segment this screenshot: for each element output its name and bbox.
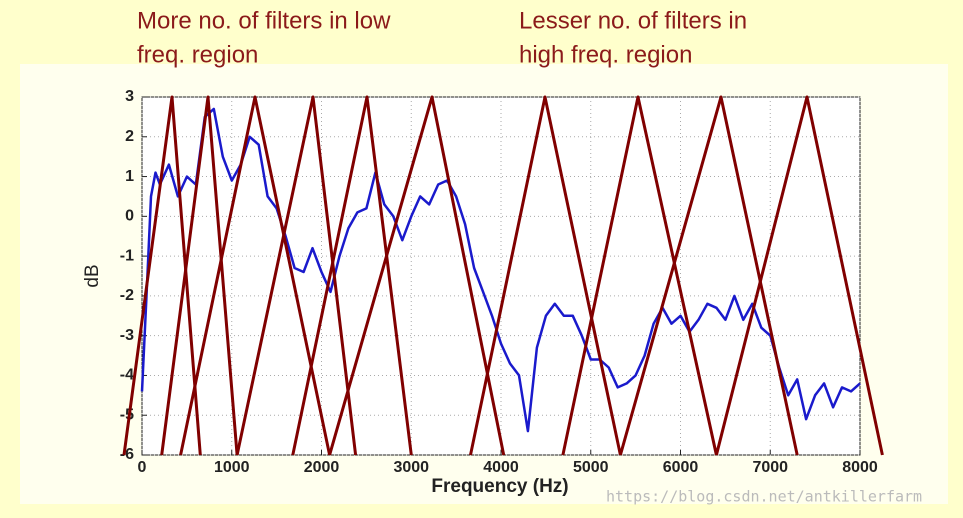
y-tick-label: 1 bbox=[125, 168, 134, 185]
x-tick-label: 5000 bbox=[573, 459, 609, 476]
y-tick-label: -1 bbox=[120, 247, 134, 264]
filter-line bbox=[714, 95, 884, 456]
filter-line bbox=[469, 95, 622, 456]
watermark: https://blog.csdn.net/antkillerfarm bbox=[606, 488, 922, 506]
filter-line bbox=[291, 95, 413, 456]
y-tick-label: -2 bbox=[120, 287, 134, 304]
x-tick-label: 0 bbox=[138, 459, 147, 476]
y-tick-label: -3 bbox=[120, 327, 134, 344]
filter-line bbox=[122, 95, 202, 456]
annotation: high freq. region bbox=[519, 41, 692, 68]
y-tick-label: -5 bbox=[120, 406, 134, 423]
filter-line bbox=[561, 95, 718, 456]
filter-line bbox=[160, 95, 239, 456]
y-tick-label: -6 bbox=[120, 446, 134, 463]
filter-line bbox=[179, 95, 332, 456]
x-tick-label: 4000 bbox=[483, 459, 519, 476]
y-tick-label: 2 bbox=[125, 128, 134, 145]
x-tick-label: 3000 bbox=[393, 459, 429, 476]
y-tick-label: 3 bbox=[125, 88, 134, 105]
filter-line bbox=[618, 95, 799, 456]
annotation: Lesser no. of filters in bbox=[519, 7, 747, 34]
x-tick-label: 6000 bbox=[663, 459, 699, 476]
annotation: freq. region bbox=[137, 41, 258, 68]
y-tick-label: 0 bbox=[125, 208, 134, 225]
x-tick-label: 1000 bbox=[214, 459, 250, 476]
y-axis-label: dB bbox=[82, 264, 103, 287]
x-axis-label: Frequency (Hz) bbox=[431, 476, 568, 497]
spectrum-line bbox=[140, 107, 861, 433]
y-tick-label: -4 bbox=[120, 367, 134, 384]
filter-line bbox=[235, 95, 358, 456]
filter-line bbox=[328, 95, 506, 456]
x-tick-label: 2000 bbox=[304, 459, 340, 476]
x-tick-label: 8000 bbox=[842, 459, 878, 476]
x-tick-label: 7000 bbox=[752, 459, 788, 476]
annotation: More no. of filters in low bbox=[137, 7, 391, 34]
